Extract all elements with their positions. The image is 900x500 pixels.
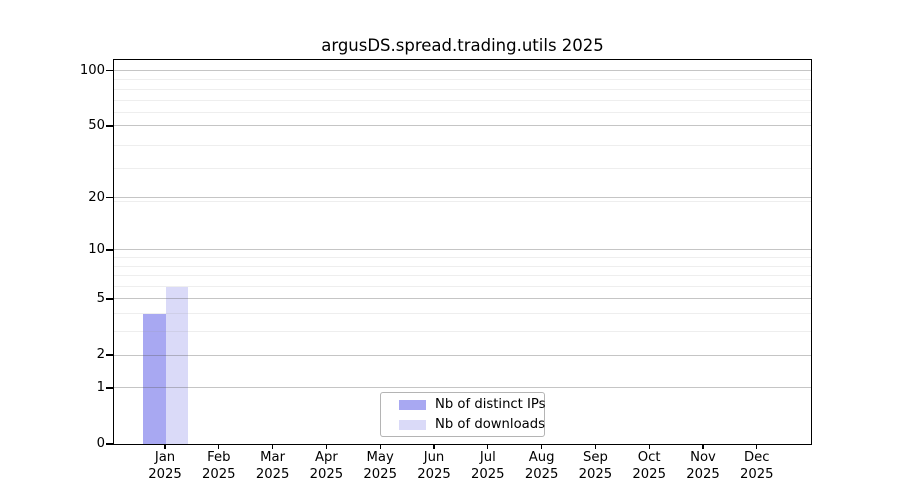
x-tick-mark	[379, 444, 381, 449]
x-tick-label: Nov 2025	[686, 450, 720, 482]
y-tick-label: 1	[96, 379, 105, 395]
x-tick-mark	[702, 444, 704, 449]
y-gridline-minor	[114, 88, 811, 90]
y-gridline-minor	[114, 79, 811, 81]
y-gridline-minor	[114, 331, 811, 333]
y-tick-label: 20	[88, 189, 105, 205]
x-tick-label: Oct 2025	[632, 450, 666, 482]
legend-label-downloads: Nb of downloads	[435, 417, 545, 432]
x-tick-mark	[433, 444, 435, 449]
chart-title: argusDS.spread.trading.utils 2025	[321, 36, 604, 55]
y-gridline-minor	[114, 313, 811, 315]
bar-downloads-jan	[165, 286, 189, 444]
y-tick-mark	[106, 354, 113, 356]
x-tick-mark	[487, 444, 489, 449]
x-tick-label: May 2025	[363, 450, 397, 482]
y-gridline-major	[114, 249, 811, 251]
y-gridline-minor	[114, 275, 811, 277]
x-tick-mark	[648, 444, 650, 449]
x-tick-label: Jun 2025	[417, 450, 451, 482]
plot-area	[114, 60, 811, 444]
y-tick-mark	[106, 387, 113, 389]
x-tick-label: Dec 2025	[740, 450, 774, 482]
x-tick-mark	[272, 444, 274, 449]
y-tick-mark	[106, 125, 113, 127]
legend-swatch-downloads-icon	[399, 419, 426, 430]
y-tick-mark	[106, 298, 113, 300]
x-tick-label: Mar 2025	[255, 450, 290, 482]
y-gridline-major	[114, 70, 811, 71]
x-axis	[112, 444, 813, 446]
bar-distinct-ips-jan	[143, 313, 166, 444]
x-tick-mark	[218, 444, 220, 449]
y-gridline-minor	[114, 201, 811, 203]
y-tick-mark	[106, 69, 113, 72]
y-tick-label: 10	[88, 241, 105, 257]
y-gridline-minor	[114, 257, 811, 259]
y-gridline-minor	[114, 168, 811, 170]
y-gridline-minor	[114, 99, 811, 101]
x-tick-mark	[541, 444, 543, 449]
y-gridline-major	[114, 125, 811, 127]
y-tick-label: 100	[79, 62, 105, 78]
y-tick-label: 5	[96, 290, 105, 306]
y-tick-mark	[106, 249, 113, 251]
y-gridline-major	[114, 298, 811, 300]
plot-right-spine	[811, 60, 813, 444]
x-tick-label: Apr 2025	[309, 450, 344, 482]
x-tick-mark	[164, 444, 166, 449]
legend-label-distinct-ips: Nb of distinct IPs	[435, 397, 546, 412]
y-tick-label: 0	[96, 436, 105, 451]
y-tick-mark	[106, 443, 113, 445]
plot-top-spine	[112, 58, 813, 60]
y-axis	[112, 60, 115, 444]
y-tick-mark	[106, 197, 113, 199]
y-gridline-minor	[114, 112, 811, 114]
legend-item-distinct-ips: Nb of distinct IPs	[399, 396, 546, 413]
x-tick-label: Jul 2025	[471, 450, 505, 482]
y-gridline-major	[114, 197, 811, 199]
x-tick-label: Aug 2025	[524, 450, 559, 482]
y-tick-label: 2	[96, 347, 105, 363]
x-tick-mark	[756, 444, 758, 449]
x-tick-mark	[594, 444, 597, 449]
y-gridline-minor	[114, 144, 811, 146]
x-tick-label: Jan 2025	[148, 450, 182, 482]
x-tick-label: Sep 2025	[578, 450, 613, 482]
y-gridline-major	[114, 387, 811, 389]
y-tick-label: 50	[88, 117, 105, 133]
legend: Nb of distinct IPs Nb of downloads	[380, 392, 546, 437]
legend-swatch-distinct-ips-icon	[399, 399, 426, 410]
x-tick-label: Feb 2025	[202, 450, 236, 482]
x-tick-mark	[325, 444, 328, 449]
y-gridline-major	[114, 354, 811, 356]
legend-item-downloads: Nb of downloads	[399, 416, 545, 433]
y-gridline-minor	[114, 265, 811, 267]
y-gridline-minor	[114, 286, 811, 288]
